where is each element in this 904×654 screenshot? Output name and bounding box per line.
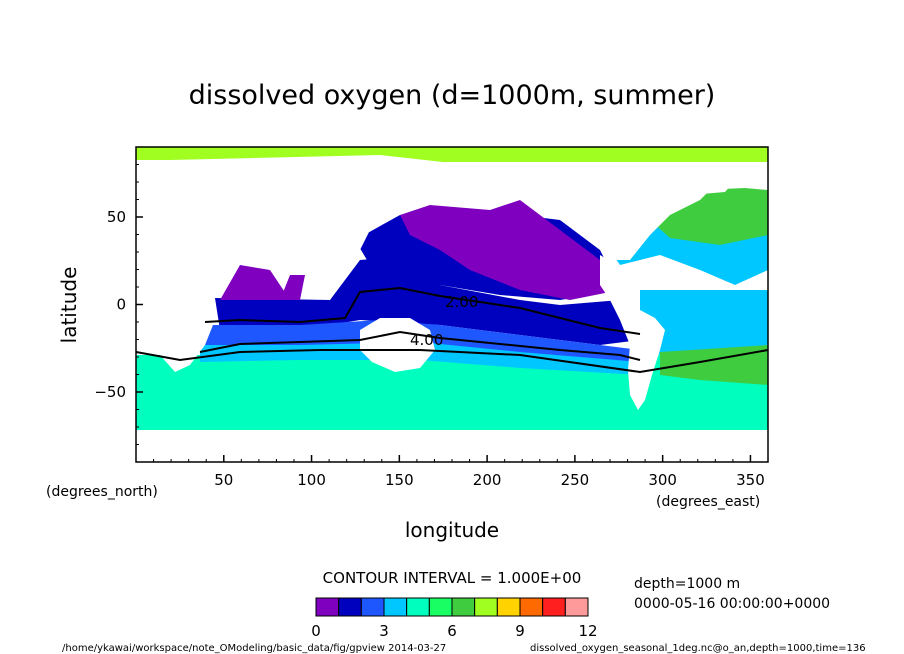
contour-interval-label: CONTOUR INTERVAL = 1.000E+00 <box>323 569 582 587</box>
footer-right: dissolved_oxygen_seasonal_1deg.nc@o_an,d… <box>530 643 866 654</box>
y-tick-label: 0 <box>116 296 126 314</box>
chart-title: dissolved oxygen (d=1000m, summer) <box>189 80 716 111</box>
colorbar-tick-label: 0 <box>311 622 321 640</box>
colorbar-swatch <box>315 597 340 617</box>
x-tick-label: 350 <box>736 471 765 489</box>
colorbar-swatch <box>338 597 362 617</box>
y-tick-label: 50 <box>107 208 126 226</box>
x-axis-ticks: 50 100 150 200 250 300 350 <box>153 455 765 489</box>
x-tick-label: 100 <box>297 471 326 489</box>
contour-label-2: 2.00 <box>445 293 478 311</box>
colorbar-swatch <box>474 597 498 617</box>
colorbar-swatch <box>496 597 521 617</box>
australia-land <box>360 318 435 372</box>
atlantic-south <box>630 290 768 360</box>
footer-left: /home/ykawai/workspace/note_OModeling/ba… <box>62 643 446 654</box>
y-axis-unit: (degrees_north) <box>46 484 158 500</box>
antarctica-land <box>136 430 768 462</box>
arabian-sea-purple <box>220 265 290 300</box>
y-axis-label: latitude <box>57 267 81 344</box>
x-tick-label: 250 <box>561 471 590 489</box>
colorbar-swatch <box>406 597 430 617</box>
greenland-land <box>670 162 740 195</box>
colorbar-tick-label: 6 <box>447 622 457 640</box>
indian-ocean-blue <box>215 255 640 345</box>
x-axis-unit: (degrees_east) <box>656 494 760 510</box>
time-info: 0000-05-16 00:00:00+0000 <box>634 596 830 612</box>
colorbar <box>315 597 589 617</box>
contour-lines <box>136 286 768 374</box>
colorbar-swatch <box>451 597 476 617</box>
colorbar-tick-label: 12 <box>578 622 597 640</box>
colorbar-swatch <box>542 597 566 617</box>
bay-of-bengal-purple <box>280 275 305 300</box>
x-axis-label: longitude <box>405 518 499 542</box>
x-tick-label: 300 <box>648 471 677 489</box>
colorbar-swatch <box>519 597 544 617</box>
north-pacific-purple <box>400 200 620 300</box>
x-tick-label: 200 <box>473 471 502 489</box>
colorbar-swatch <box>360 597 385 617</box>
depth-info: depth=1000 m <box>634 576 740 592</box>
x-tick-label: 50 <box>214 471 233 489</box>
colorbar-swatch <box>383 597 408 617</box>
contour-5 <box>136 349 768 374</box>
colorbar-tick-label: 3 <box>379 622 389 640</box>
y-tick-label: −50 <box>94 383 126 401</box>
colorbar-ticks: 0 3 6 9 12 <box>311 622 597 640</box>
colorbar-tick-label: 9 <box>515 622 525 640</box>
contour-2 <box>204 286 641 335</box>
africa-land <box>136 280 215 372</box>
contour-label-4: 4.00 <box>410 331 443 349</box>
x-tick-label: 150 <box>385 471 414 489</box>
colorbar-swatch <box>428 597 453 617</box>
ocean-field-map <box>136 147 768 462</box>
y-axis-ticks: 50 0 −50 <box>94 164 143 445</box>
contour-4 <box>199 330 641 361</box>
colorbar-swatch <box>564 597 589 617</box>
